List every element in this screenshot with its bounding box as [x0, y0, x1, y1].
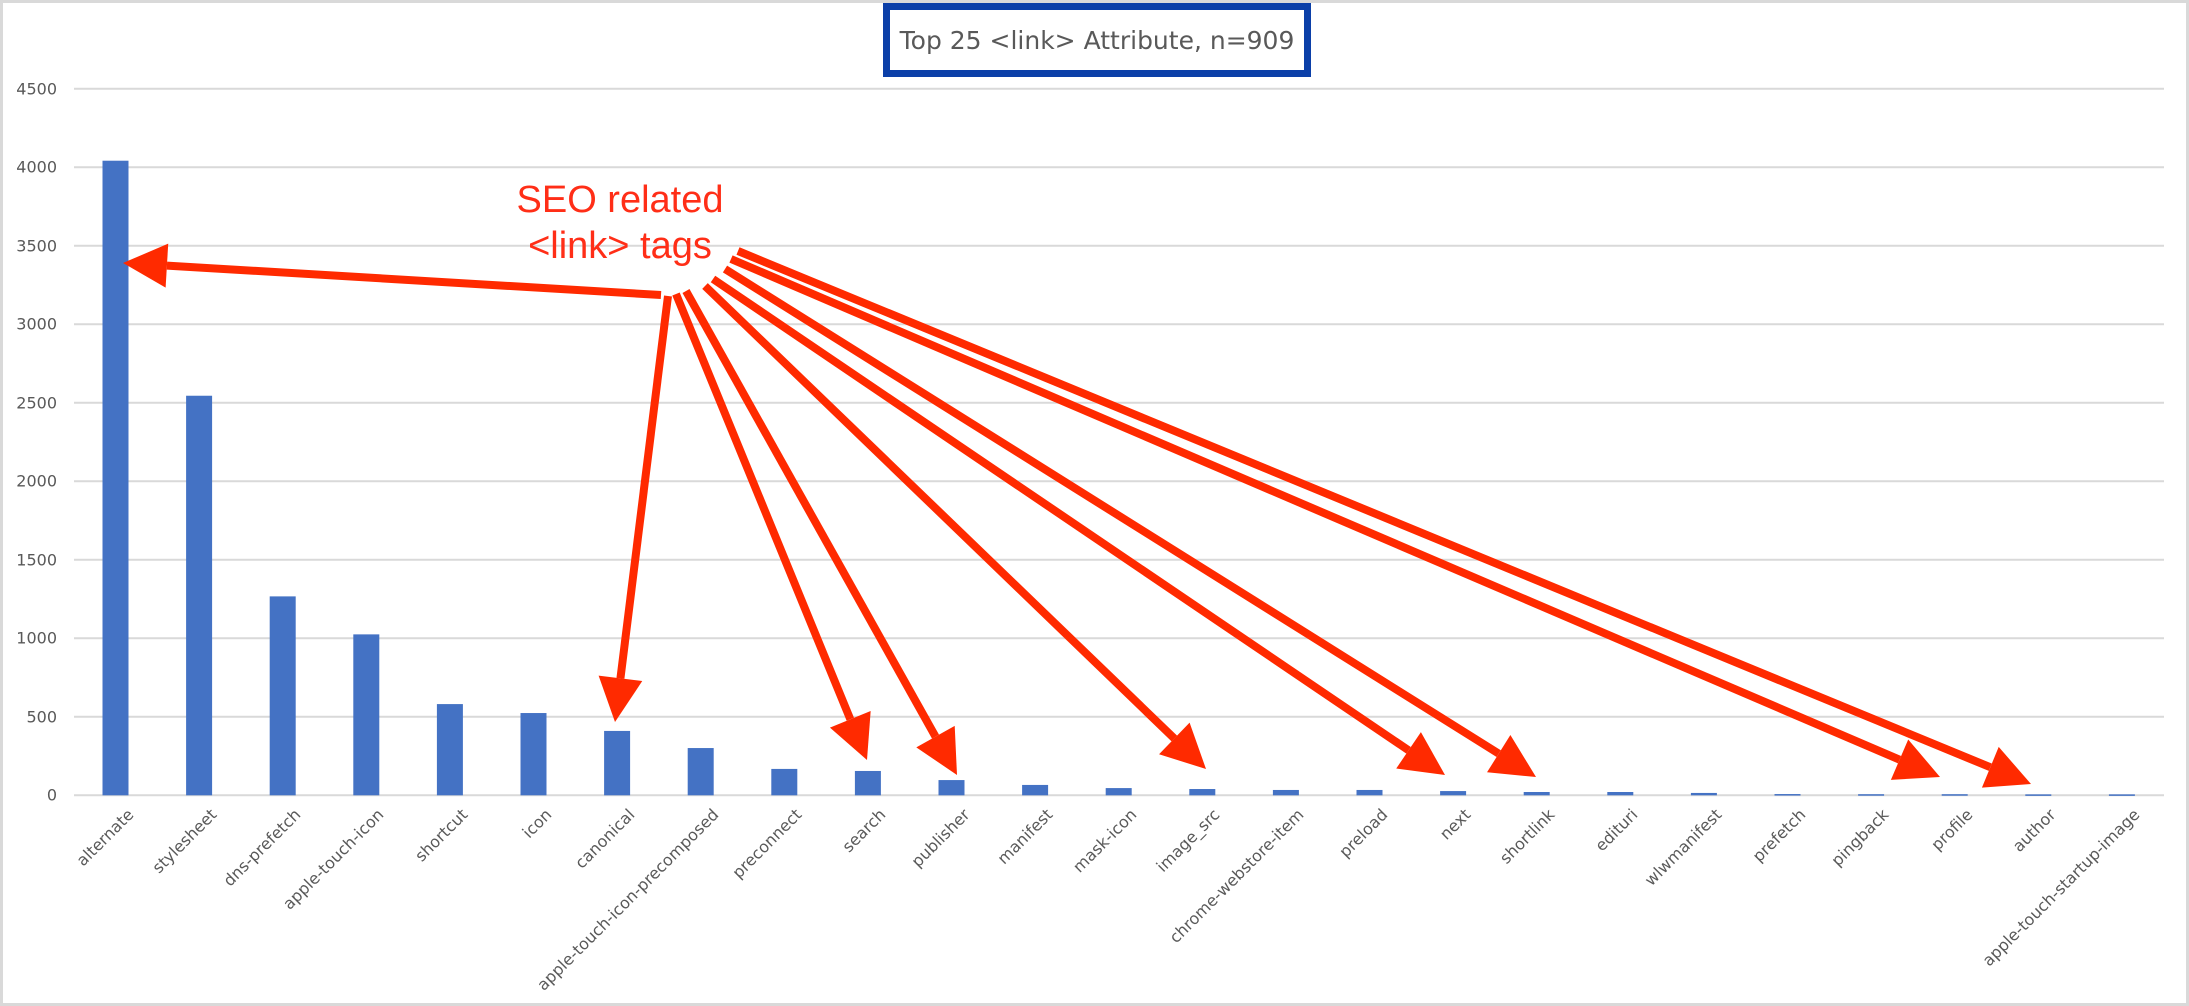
bar-image_src [1189, 789, 1216, 796]
bar-alternate [102, 160, 129, 796]
chart-title-box: Top 25 <link> Attribute, n=909 [883, 3, 1311, 77]
arrow-shaft-alternate [166, 261, 662, 299]
y-tick-label: 3000 [16, 314, 57, 334]
bar-author [2025, 794, 2052, 796]
arrowhead-icon [598, 675, 643, 722]
bar-preconnect [771, 768, 798, 796]
bar-mask-icon [1105, 788, 1132, 796]
arrow-shaft-next [710, 275, 1411, 754]
arrowhead-icon [829, 710, 871, 760]
arrowhead-icon [1396, 732, 1445, 775]
bar-icon [520, 713, 547, 796]
bar-profile [1941, 794, 1968, 796]
arrow-shaft-canonical [616, 295, 672, 679]
y-tick-label: 1000 [16, 628, 57, 648]
bar-next [1440, 791, 1467, 796]
arrowhead-icon [1159, 722, 1206, 769]
bar-preload [1356, 789, 1383, 796]
arrowhead-icon [916, 725, 957, 775]
bar-apple-touch-icon-precomposed [687, 748, 714, 796]
y-tick-label: 2500 [16, 393, 57, 413]
arrow-shaft-profile [729, 255, 1902, 764]
y-tick-label: 4000 [16, 157, 57, 177]
bar-chrome-webstore-item [1272, 789, 1299, 796]
seo-annotation-line2: <link> tags [528, 225, 712, 267]
y-tick-label: 3500 [16, 236, 57, 256]
arrow-shaft-publisher [682, 289, 939, 739]
annotation-arrows [123, 243, 2031, 788]
y-tick-label: 4500 [16, 79, 57, 99]
arrowhead-icon [1890, 739, 1940, 780]
arrow-shaft-search [672, 292, 855, 721]
bar-stylesheet [186, 395, 213, 796]
arrow-shaft-image_src [702, 283, 1178, 742]
bar-pingback [1858, 794, 1885, 796]
bar-wlwmanifest [1690, 792, 1717, 796]
bar-canonical [604, 730, 631, 796]
y-tick-label: 2000 [16, 471, 57, 491]
bar-dns-prefetch [269, 596, 296, 796]
bar-apple-touch-startup-image [2108, 794, 2135, 796]
seo-annotation-line1: SEO related [516, 179, 724, 221]
bar-search [854, 770, 881, 796]
arrow-shaft-author [736, 247, 1992, 771]
y-tick-label: 500 [26, 707, 57, 727]
bar-apple-touch-icon [353, 634, 380, 796]
bar-prefetch [1774, 794, 1801, 796]
arrow-shaft-shortlink [722, 265, 1501, 758]
chart-title: Top 25 <link> Attribute, n=909 [899, 25, 1295, 55]
gridlines [74, 87, 2164, 797]
bar-shortlink [1523, 792, 1550, 796]
bar-shortcut [436, 704, 463, 796]
bar-edituri [1607, 792, 1634, 796]
bar-publisher [938, 780, 965, 796]
y-tick-label: 0 [46, 785, 57, 805]
arrowhead-icon [1487, 734, 1536, 777]
bar-manifest [1022, 784, 1049, 796]
arrowhead-icon [1981, 746, 2031, 788]
chart-canvas [74, 87, 2164, 797]
bar-series [102, 160, 2135, 796]
y-tick-label: 1500 [16, 550, 57, 570]
arrowhead-icon [123, 243, 169, 288]
seo-annotation: SEO related <link> tags [490, 177, 750, 269]
